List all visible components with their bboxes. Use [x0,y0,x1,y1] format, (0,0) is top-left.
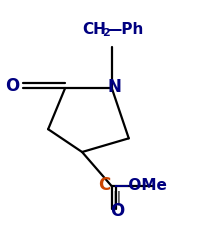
Text: ||: || [113,190,122,205]
Text: C: C [98,176,111,194]
Text: O: O [5,77,20,95]
Text: O: O [110,202,124,220]
Text: 2: 2 [102,28,110,38]
Text: CH: CH [82,22,106,37]
Text: N: N [108,78,121,96]
Text: —OMe: —OMe [113,178,167,193]
Text: —Ph: —Ph [106,22,144,37]
